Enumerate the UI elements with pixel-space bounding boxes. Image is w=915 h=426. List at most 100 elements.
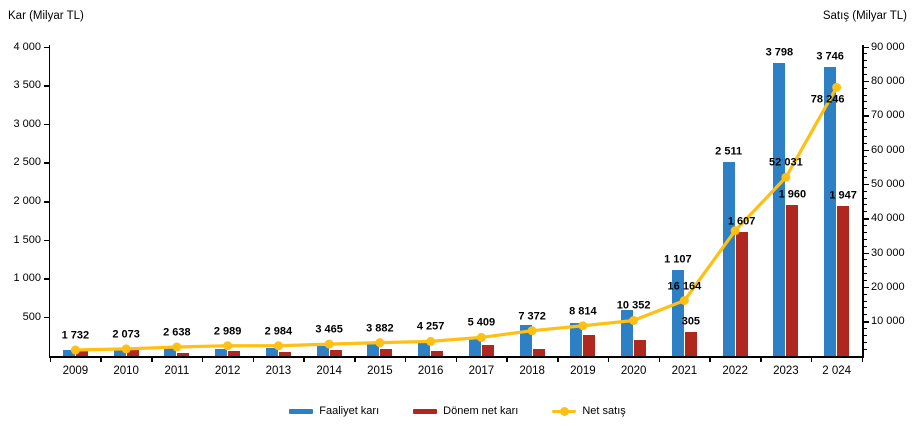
legend-label-net-satis: Net satış <box>582 405 626 417</box>
net-satis-point-2013 <box>273 341 283 351</box>
line-label-net-satis: 2 984 <box>264 325 293 338</box>
bar-donem-net-kari-2011 <box>177 352 190 356</box>
line-label-net-satis: 78 246 <box>810 93 845 106</box>
right-axis-minor-tick <box>863 67 867 69</box>
right-axis-tick <box>863 286 869 289</box>
bar-donem-net-kari-2013 <box>278 352 291 356</box>
legend-label-donem-net-kari: Dönem net karı <box>443 405 519 417</box>
x-axis-tick <box>709 358 711 362</box>
net-satis-point-2024 <box>832 82 842 92</box>
left-axis-title: Kar (Milyar TL) <box>8 10 84 22</box>
left-axis-tick-label: 3 000 <box>13 117 41 130</box>
x-axis-tick <box>303 358 305 362</box>
x-axis-tick <box>49 358 51 362</box>
legend-item-net-satis: Net satış <box>552 405 626 417</box>
right-axis-minor-tick <box>863 176 867 178</box>
net-satis-point-2016 <box>426 336 436 346</box>
x-axis-tick <box>252 358 254 362</box>
right-axis-minor-tick <box>863 142 867 144</box>
right-axis-line <box>862 45 864 358</box>
right-axis-minor-tick <box>863 259 867 261</box>
legend-item-donem-net-kari: Dönem net karı <box>413 405 518 417</box>
left-axis-tick-label: 500 <box>22 310 41 323</box>
net-satis-line <box>75 86 839 352</box>
line-label-net-satis: 16 164 <box>667 280 702 292</box>
line-label-net-satis: 5 409 <box>467 316 496 329</box>
bar-faaliyet-kari-2019 <box>570 322 583 356</box>
bar-donem-net-kari-2015 <box>380 349 393 356</box>
bar-donem-net-kari-2020 <box>634 339 647 356</box>
net-satis-point-2021 <box>679 296 689 306</box>
bar-donem-net-kari-2018 <box>532 349 545 356</box>
legend-bar-swatch-red <box>413 408 438 414</box>
x-category-label: 2022 <box>722 365 748 377</box>
right-axis-minor-tick <box>863 87 867 89</box>
x-axis-tick <box>100 358 102 362</box>
net-satis-point-2009 <box>70 345 80 355</box>
right-axis-minor-tick <box>863 238 867 240</box>
right-axis-minor-tick <box>863 156 867 158</box>
x-category-label: 2009 <box>62 365 89 377</box>
bar-label-donem-net-kari: 1 607 <box>727 215 756 228</box>
right-axis-tick-label: 90 000 <box>871 40 905 53</box>
bar-donem-net-kari-2009 <box>75 351 88 356</box>
line-label-net-satis: 3 465 <box>315 323 343 336</box>
x-axis-tick <box>455 358 457 362</box>
line-label-net-satis: 1 732 <box>61 329 90 342</box>
x-axis-tick <box>557 358 559 362</box>
right-axis-minor-tick <box>863 53 867 55</box>
right-axis-tick <box>863 183 869 186</box>
left-axis-tick-label: 1 500 <box>13 233 41 246</box>
bar-label-donem-net-kari: 1 947 <box>829 189 857 202</box>
bar-donem-net-kari-2010 <box>126 349 139 356</box>
bar-donem-net-kari-2017 <box>481 344 494 356</box>
net-satis-point-2015 <box>375 338 385 348</box>
x-axis-line <box>48 356 864 358</box>
bar-faaliyet-kari-2021 <box>671 270 684 356</box>
right-axis-tick <box>863 252 869 254</box>
right-axis-tick-label: 10 000 <box>871 315 905 328</box>
line-label-net-satis: 52 031 <box>769 156 803 169</box>
line-label-net-satis: 4 257 <box>416 320 445 333</box>
left-axis-line <box>48 45 50 358</box>
x-axis-tick <box>506 358 508 362</box>
line-label-net-satis: 3 882 <box>366 322 394 335</box>
x-category-label: 2015 <box>367 365 393 377</box>
right-axis-minor-tick <box>863 334 867 336</box>
bar-faaliyet-kari-2016 <box>418 342 431 356</box>
right-axis-minor-tick <box>863 170 867 172</box>
bar-donem-net-kari-2021 <box>684 332 697 356</box>
x-axis-tick <box>861 358 863 362</box>
right-axis-minor-tick <box>863 348 867 350</box>
bar-faaliyet-kari-2015 <box>367 344 380 356</box>
right-axis-minor-tick <box>863 245 867 247</box>
bar-faaliyet-kari-2012 <box>215 348 228 356</box>
legend-line-swatch-yellow <box>552 406 577 416</box>
right-axis-tick <box>863 115 869 117</box>
bar-label-donem-net-kari: 1 960 <box>778 188 807 201</box>
bar-faaliyet-kari-2014 <box>316 345 329 356</box>
left-axis-tick <box>43 239 49 242</box>
net-satis-point-2018 <box>527 326 537 336</box>
net-satis-point-2019 <box>578 321 588 331</box>
net-satis-point-2012 <box>223 341 233 351</box>
bar-faaliyet-kari-2017 <box>468 336 481 356</box>
x-category-label: 2016 <box>417 365 444 377</box>
right-axis-minor-tick <box>863 128 867 130</box>
left-axis-tick <box>43 46 49 48</box>
left-axis-tick-label: 2 000 <box>13 195 41 207</box>
right-axis-minor-tick <box>863 300 867 302</box>
right-axis-minor-tick <box>863 101 867 103</box>
left-axis-tick <box>43 278 49 280</box>
x-category-label: 2021 <box>671 365 698 377</box>
x-category-label: 2023 <box>773 365 799 377</box>
x-category-label: 2011 <box>164 365 190 377</box>
right-axis-minor-tick <box>863 266 867 268</box>
right-axis-minor-tick <box>863 225 867 227</box>
right-axis-minor-tick <box>863 231 867 233</box>
right-axis-minor-tick <box>863 279 867 281</box>
right-axis-tick <box>863 218 869 220</box>
right-axis-tick <box>863 80 869 83</box>
net-satis-point-2014 <box>324 339 334 349</box>
